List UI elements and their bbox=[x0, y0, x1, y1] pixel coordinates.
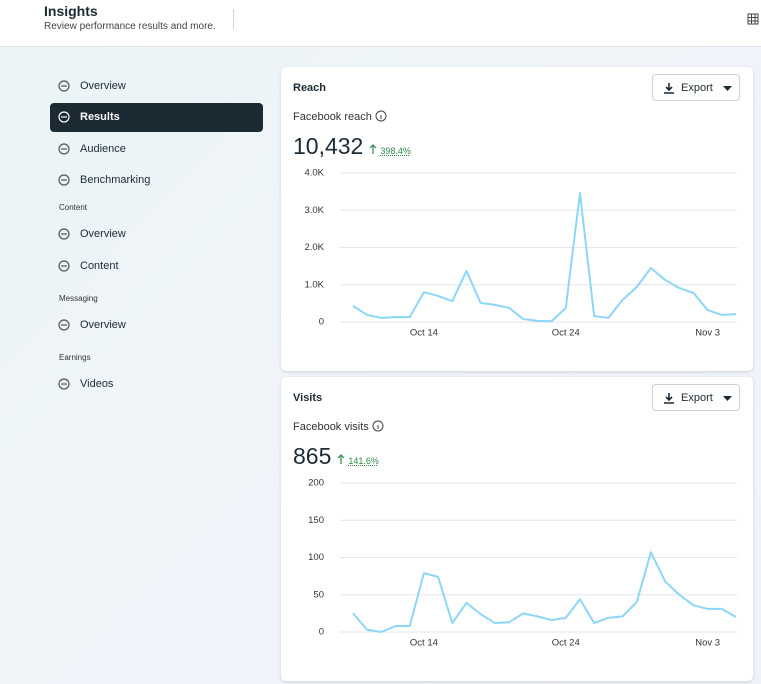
table-icon[interactable] bbox=[747, 13, 759, 25]
icon-shape bbox=[58, 228, 70, 240]
up-arrow bbox=[369, 144, 377, 154]
y-tick-label: 3.0K bbox=[304, 205, 324, 216]
export-button[interactable]: Export bbox=[652, 384, 740, 411]
icon-shape bbox=[58, 80, 70, 92]
chart-card: Visits Export Facebook visits 865 141.6% 0 50 1… bbox=[281, 377, 753, 681]
metric-change-wrap: 398.4% bbox=[369, 141, 411, 159]
export-label: Export bbox=[681, 392, 713, 404]
nav-icon bbox=[58, 260, 70, 272]
icon-shape bbox=[58, 174, 70, 186]
nav-section: Earnings bbox=[59, 353, 91, 363]
x-tick-label: Oct 14 bbox=[410, 328, 438, 339]
icon-shape bbox=[723, 86, 732, 91]
metric-total: 865 bbox=[293, 443, 332, 469]
y-tick-label: 0 bbox=[319, 627, 324, 638]
download-icon bbox=[664, 83, 674, 94]
icon-shape bbox=[58, 260, 70, 272]
nav-section: Messaging bbox=[59, 294, 98, 304]
y-tick-label: 0 bbox=[319, 317, 324, 328]
nav-icon bbox=[58, 174, 70, 186]
data-line bbox=[352, 551, 737, 633]
nav-icon bbox=[58, 142, 70, 155]
export-label: Export bbox=[681, 82, 713, 94]
info-icon bbox=[375, 110, 387, 122]
nav-icon bbox=[58, 319, 70, 331]
x-tick-label: Nov 3 bbox=[695, 328, 720, 339]
metric-change-wrap: 141.6% bbox=[337, 451, 379, 469]
x-tick-label: Oct 24 bbox=[552, 638, 580, 649]
nav-item[interactable]: Results bbox=[80, 111, 120, 124]
metric-label: Facebook visits bbox=[293, 420, 384, 433]
icon-shape bbox=[723, 396, 732, 401]
icon-shape bbox=[372, 420, 384, 432]
metric-name: Facebook visits bbox=[293, 421, 369, 433]
nav-item[interactable]: Benchmarking bbox=[80, 173, 151, 186]
y-tick-label: 2.0K bbox=[304, 242, 324, 253]
icon-shape bbox=[375, 110, 387, 122]
nav-item[interactable]: Videos bbox=[80, 378, 114, 391]
header: Insights Review performance results and … bbox=[0, 0, 761, 47]
icon-shape bbox=[58, 378, 70, 390]
data-line bbox=[352, 192, 737, 323]
caret bbox=[723, 396, 732, 401]
caret bbox=[723, 86, 732, 91]
nav-item[interactable]: Overview bbox=[80, 80, 126, 92]
icon-shape bbox=[664, 83, 674, 94]
y-tick-label: 4.0K bbox=[304, 168, 324, 179]
icon-shape bbox=[369, 144, 377, 154]
total-row: 865 141.6% bbox=[293, 443, 379, 470]
total-row: 10,432 398.4% bbox=[293, 133, 411, 160]
y-tick-label: 1.0K bbox=[304, 279, 324, 290]
chart-card: Reach Export Facebook reach 10,432 398.4% 0 1.… bbox=[281, 67, 753, 371]
icon-shape bbox=[58, 111, 70, 123]
metric-change: 398.4% bbox=[380, 146, 411, 156]
nav-item[interactable]: Content bbox=[80, 260, 119, 273]
nav-icon bbox=[58, 378, 70, 390]
nav-icon bbox=[58, 80, 70, 92]
metric-name: Facebook reach bbox=[293, 111, 372, 123]
x-tick-label: Oct 24 bbox=[552, 328, 580, 339]
nav-item[interactable]: Overview bbox=[80, 228, 126, 241]
up-arrow bbox=[337, 454, 345, 464]
y-tick-label: 150 bbox=[308, 515, 324, 526]
download-icon bbox=[664, 393, 674, 404]
icon-shape bbox=[58, 142, 70, 155]
export-button[interactable]: Export bbox=[652, 74, 740, 101]
card-title: Visits bbox=[293, 392, 323, 404]
icon-shape bbox=[337, 454, 345, 464]
nav-item[interactable]: Audience bbox=[80, 142, 126, 155]
nav-icon bbox=[58, 111, 70, 123]
x-tick-label: Oct 14 bbox=[410, 638, 438, 649]
nav-active-bg bbox=[50, 103, 263, 133]
page-title: Insights bbox=[44, 3, 98, 19]
y-tick-label: 100 bbox=[308, 552, 324, 563]
info-icon bbox=[372, 420, 384, 432]
metric-change: 141.6% bbox=[348, 456, 379, 466]
metric-label: Facebook reach bbox=[293, 110, 387, 123]
icon-shape bbox=[664, 393, 674, 404]
y-tick-label: 200 bbox=[308, 478, 324, 489]
card-title: Reach bbox=[293, 82, 327, 94]
nav-section: Content bbox=[59, 203, 88, 213]
metric-total: 10,432 bbox=[293, 133, 364, 159]
divider bbox=[233, 9, 234, 29]
page-subtitle: Review performance results and more. bbox=[44, 21, 216, 32]
nav-item[interactable]: Overview bbox=[80, 319, 126, 332]
icon-shape bbox=[58, 319, 70, 331]
nav-icon bbox=[58, 228, 70, 240]
y-tick-label: 50 bbox=[313, 589, 324, 600]
x-tick-label: Nov 3 bbox=[695, 638, 720, 649]
